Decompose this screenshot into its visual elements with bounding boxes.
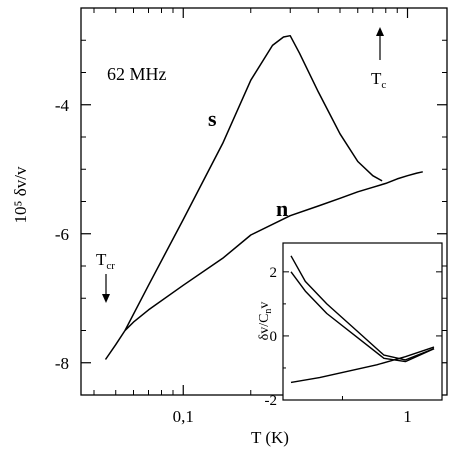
x-tick-label: 0,1 [173, 407, 194, 426]
y-tick-label: -6 [55, 225, 69, 244]
inset-plot: 2 0 -2 δv/Cnv [257, 242, 443, 409]
tcr-arrow: Tcr [96, 250, 115, 303]
frequency-label: 62 MHz [107, 64, 167, 84]
series-line-n [124, 171, 423, 332]
inset-axis-ticks: 2 0 -2 [265, 265, 442, 409]
x-tick-label: 1 [403, 407, 412, 426]
inset-line-lower [290, 271, 435, 363]
inset-frame [282, 242, 443, 401]
inset-line-base [290, 346, 435, 384]
y-tick-label: -4 [55, 96, 70, 115]
tcr-label: Tcr [96, 250, 115, 272]
main-axis-ticks: -8 -6 -4 0,1 1 [55, 7, 447, 426]
x-axis-label: T (K) [251, 428, 289, 447]
tc-label: Tc [371, 69, 386, 91]
inset-y-tick-label: -2 [265, 393, 278, 409]
tc-arrow: Tc [371, 27, 386, 91]
tc-arrow-head [376, 27, 384, 36]
y-tick-label: -8 [55, 354, 69, 373]
y-axis-label: 10⁵ δv/v [11, 166, 30, 223]
inset-background [283, 243, 442, 400]
main-plot: -8 -6 -4 0,1 1 62 MHz s n Tc Tcr T (K) 10⁵ δ… [11, 7, 448, 447]
series-n-label: n [276, 196, 288, 221]
inset-series-lines [290, 255, 435, 384]
series-s-label: s [208, 106, 217, 131]
inset-y-axis-label: δv/Cnv [257, 302, 274, 341]
series-line-s [104, 34, 383, 360]
inset-line-upper [290, 255, 435, 361]
tcr-arrow-head [102, 294, 110, 303]
inset-y-tick-label: 0 [270, 329, 278, 345]
main-series-lines [104, 34, 423, 360]
inset-y-tick-label: 2 [270, 265, 278, 281]
